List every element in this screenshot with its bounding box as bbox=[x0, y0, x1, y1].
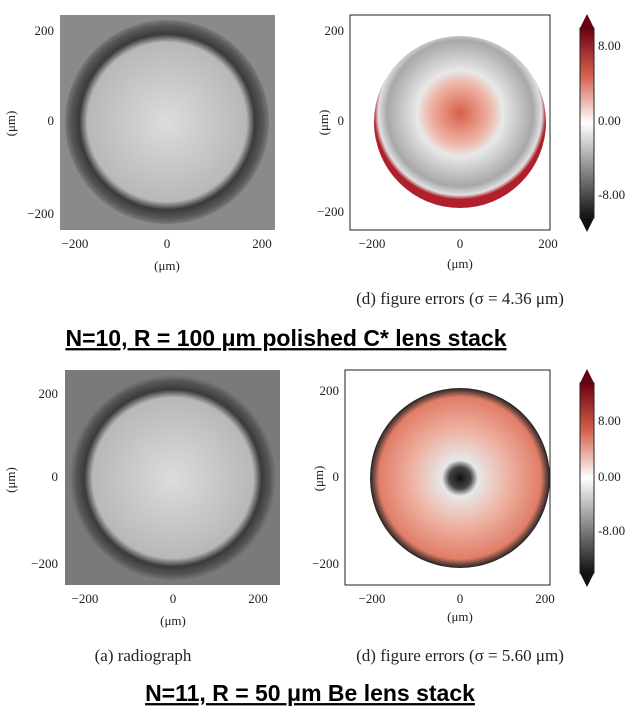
x-tick-label: 0 bbox=[457, 236, 464, 251]
x-tick-label: −200 bbox=[72, 591, 99, 606]
error-map bbox=[374, 36, 546, 208]
colorbar bbox=[579, 14, 595, 232]
x-tick-label: −200 bbox=[62, 236, 89, 251]
stack-title: N=10, R = 100 μm polished C* lens stack bbox=[65, 325, 506, 351]
x-axis-label: (μm) bbox=[447, 256, 473, 271]
stack-title: N=11, R = 50 μm Be lens stack bbox=[145, 680, 475, 706]
x-tick-label: 200 bbox=[252, 236, 272, 251]
x-tick-label: 0 bbox=[457, 591, 464, 606]
plot-frame bbox=[344, 369, 551, 586]
y-tick-label: −200 bbox=[317, 204, 344, 219]
x-tick-label: 0 bbox=[164, 236, 171, 251]
y-axis-label: (μm) bbox=[316, 110, 331, 136]
colorbar-tick-label: 8.00 bbox=[598, 413, 621, 428]
x-axis-label: (μm) bbox=[447, 609, 473, 624]
x-tick-label: 0 bbox=[170, 591, 177, 606]
radiograph bbox=[70, 375, 276, 581]
x-tick-label: −200 bbox=[359, 236, 386, 251]
colorbar-tick-label: -8.00 bbox=[598, 523, 625, 538]
x-axis-label: (μm) bbox=[160, 613, 186, 628]
y-tick-label: 200 bbox=[35, 23, 55, 38]
colorbar-tick-label: -8.00 bbox=[598, 187, 625, 202]
plot-frame bbox=[349, 14, 551, 231]
y-tick-label: −200 bbox=[312, 556, 339, 571]
caption: (d) figure errors (σ = 5.60 μm) bbox=[356, 646, 564, 665]
y-tick-label: 0 bbox=[52, 469, 59, 484]
x-tick-label: −200 bbox=[359, 591, 386, 606]
y-axis-label: (μm) bbox=[3, 111, 18, 137]
caption: (a) radiograph bbox=[95, 646, 192, 665]
y-tick-label: 0 bbox=[338, 113, 345, 128]
colorbar-tick-label: 0.00 bbox=[598, 469, 621, 484]
radiograph bbox=[65, 20, 269, 224]
y-axis-label: (μm) bbox=[3, 467, 18, 493]
error-map bbox=[370, 388, 550, 568]
y-tick-label: 0 bbox=[48, 113, 55, 128]
y-tick-label: 200 bbox=[325, 23, 345, 38]
colorbar-tick-label: 8.00 bbox=[598, 38, 621, 53]
y-tick-label: 200 bbox=[39, 386, 59, 401]
caption: (d) figure errors (σ = 4.36 μm) bbox=[356, 289, 564, 308]
x-axis-label: (μm) bbox=[154, 258, 180, 273]
colorbar-tick-label: 0.00 bbox=[598, 113, 621, 128]
x-tick-label: 200 bbox=[538, 236, 558, 251]
colorbar bbox=[579, 369, 595, 587]
y-tick-label: 0 bbox=[333, 469, 340, 484]
y-tick-label: −200 bbox=[27, 206, 54, 221]
x-tick-label: 200 bbox=[248, 591, 268, 606]
y-axis-label: (μm) bbox=[311, 466, 326, 492]
y-tick-label: −200 bbox=[31, 556, 58, 571]
y-tick-label: 200 bbox=[320, 383, 340, 398]
x-tick-label: 200 bbox=[535, 591, 555, 606]
